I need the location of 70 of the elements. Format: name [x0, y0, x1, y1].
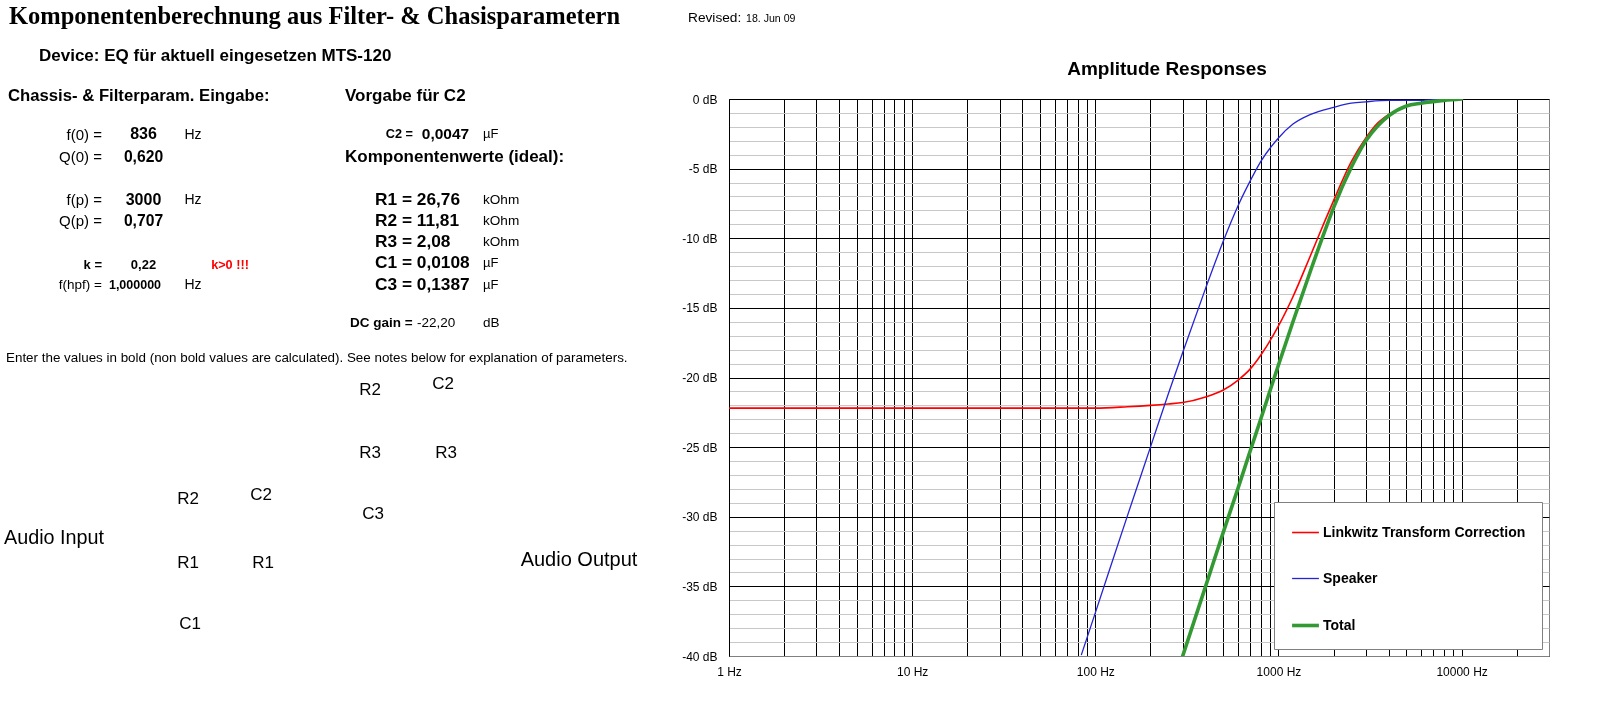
- text: k =: [83, 256, 103, 272]
- text: 0,22: [130, 256, 157, 272]
- text: Audio Output: [520, 548, 638, 570]
- text: µF: [483, 276, 499, 292]
- text: DC gain =: [350, 315, 413, 330]
- text: R3: [435, 443, 457, 462]
- x-tick-label: 1000 Hz: [1256, 664, 1302, 679]
- x-tick-label: 100 Hz: [1076, 664, 1115, 679]
- text: kOhm: [483, 192, 520, 207]
- y-tick-label: -10 dB: [682, 231, 718, 246]
- x-tick-label: 10000 Hz: [1436, 664, 1488, 679]
- text: R2: [177, 489, 199, 508]
- text: Hz: [184, 276, 202, 292]
- legend-label: Linkwitz Transform Correction: [1323, 523, 1526, 540]
- text: kOhm: [483, 213, 520, 228]
- legend-label: Speaker: [1323, 569, 1379, 586]
- chart-title: Amplitude Responses: [1067, 58, 1267, 79]
- text: 0,707: [123, 212, 164, 229]
- text: Q(p) =: [59, 212, 103, 229]
- text: Hz: [184, 126, 202, 142]
- text: 0,0047: [421, 125, 470, 142]
- text: Komponentenwerte (ideal):: [345, 147, 565, 166]
- y-tick-label: -15 dB: [682, 301, 718, 316]
- y-tick-label: -30 dB: [682, 510, 718, 525]
- legend-label: Total: [1323, 616, 1356, 633]
- text: Device: EQ für aktuell eingesetzen MTS-120: [39, 46, 392, 65]
- y-tick-label: 0 dB: [692, 92, 718, 107]
- text: R1: [177, 553, 199, 572]
- text: C3: [362, 504, 384, 523]
- text: 3000: [125, 191, 162, 208]
- text: Hz: [184, 191, 202, 207]
- text: -22,20: [417, 315, 456, 330]
- y-tick-label: -40 dB: [682, 649, 718, 664]
- text: C2: [432, 374, 454, 393]
- text: k>0 !!!: [211, 257, 249, 272]
- text: C2 =: [385, 127, 413, 141]
- text: R3 = 2,08: [375, 231, 451, 251]
- text: kOhm: [483, 234, 520, 249]
- y-tick-label: -25 dB: [682, 440, 718, 455]
- text: f(p) =: [66, 191, 103, 208]
- x-tick-label: 10 Hz: [896, 664, 929, 679]
- text: dB: [483, 315, 500, 330]
- text: Audio Input: [3, 526, 105, 548]
- text: f(hpf) =: [58, 277, 103, 292]
- text: R1 = 26,76: [375, 189, 461, 209]
- text: C1: [179, 614, 201, 633]
- text: Chassis- & Filterparam. Eingabe:: [8, 86, 270, 105]
- y-tick-label: -5 dB: [688, 162, 718, 177]
- text: 836: [130, 125, 157, 142]
- text: Komponentenberechnung aus Filter- & Chasisparametern: [9, 2, 621, 29]
- text: Vorgabe für C2: [345, 86, 466, 105]
- text: 1,000000: [108, 278, 162, 292]
- text: C3 = 0,1387: [375, 273, 470, 294]
- text: Q(0) =: [59, 148, 103, 165]
- text: C1 = 0,0108: [375, 252, 471, 272]
- y-tick-label: -35 dB: [682, 579, 718, 594]
- text: Revised:: [688, 10, 742, 25]
- text: Enter the values in bold (non bold values are calculated). See notes below for explanation of parameters.: [6, 350, 628, 365]
- text: C2: [250, 485, 272, 504]
- text: R2 = 11,81: [375, 210, 460, 230]
- y-tick-label: -20 dB: [682, 371, 718, 385]
- text: R1: [252, 553, 274, 572]
- text: R3: [359, 443, 381, 462]
- text: µF: [483, 126, 499, 141]
- text: 18. Jun 09: [746, 11, 796, 24]
- text: f(0) =: [66, 126, 103, 143]
- text: 0,620: [123, 148, 164, 165]
- text: µF: [483, 255, 499, 270]
- text: R2: [359, 380, 381, 399]
- x-tick-label: 1 Hz: [717, 664, 742, 679]
